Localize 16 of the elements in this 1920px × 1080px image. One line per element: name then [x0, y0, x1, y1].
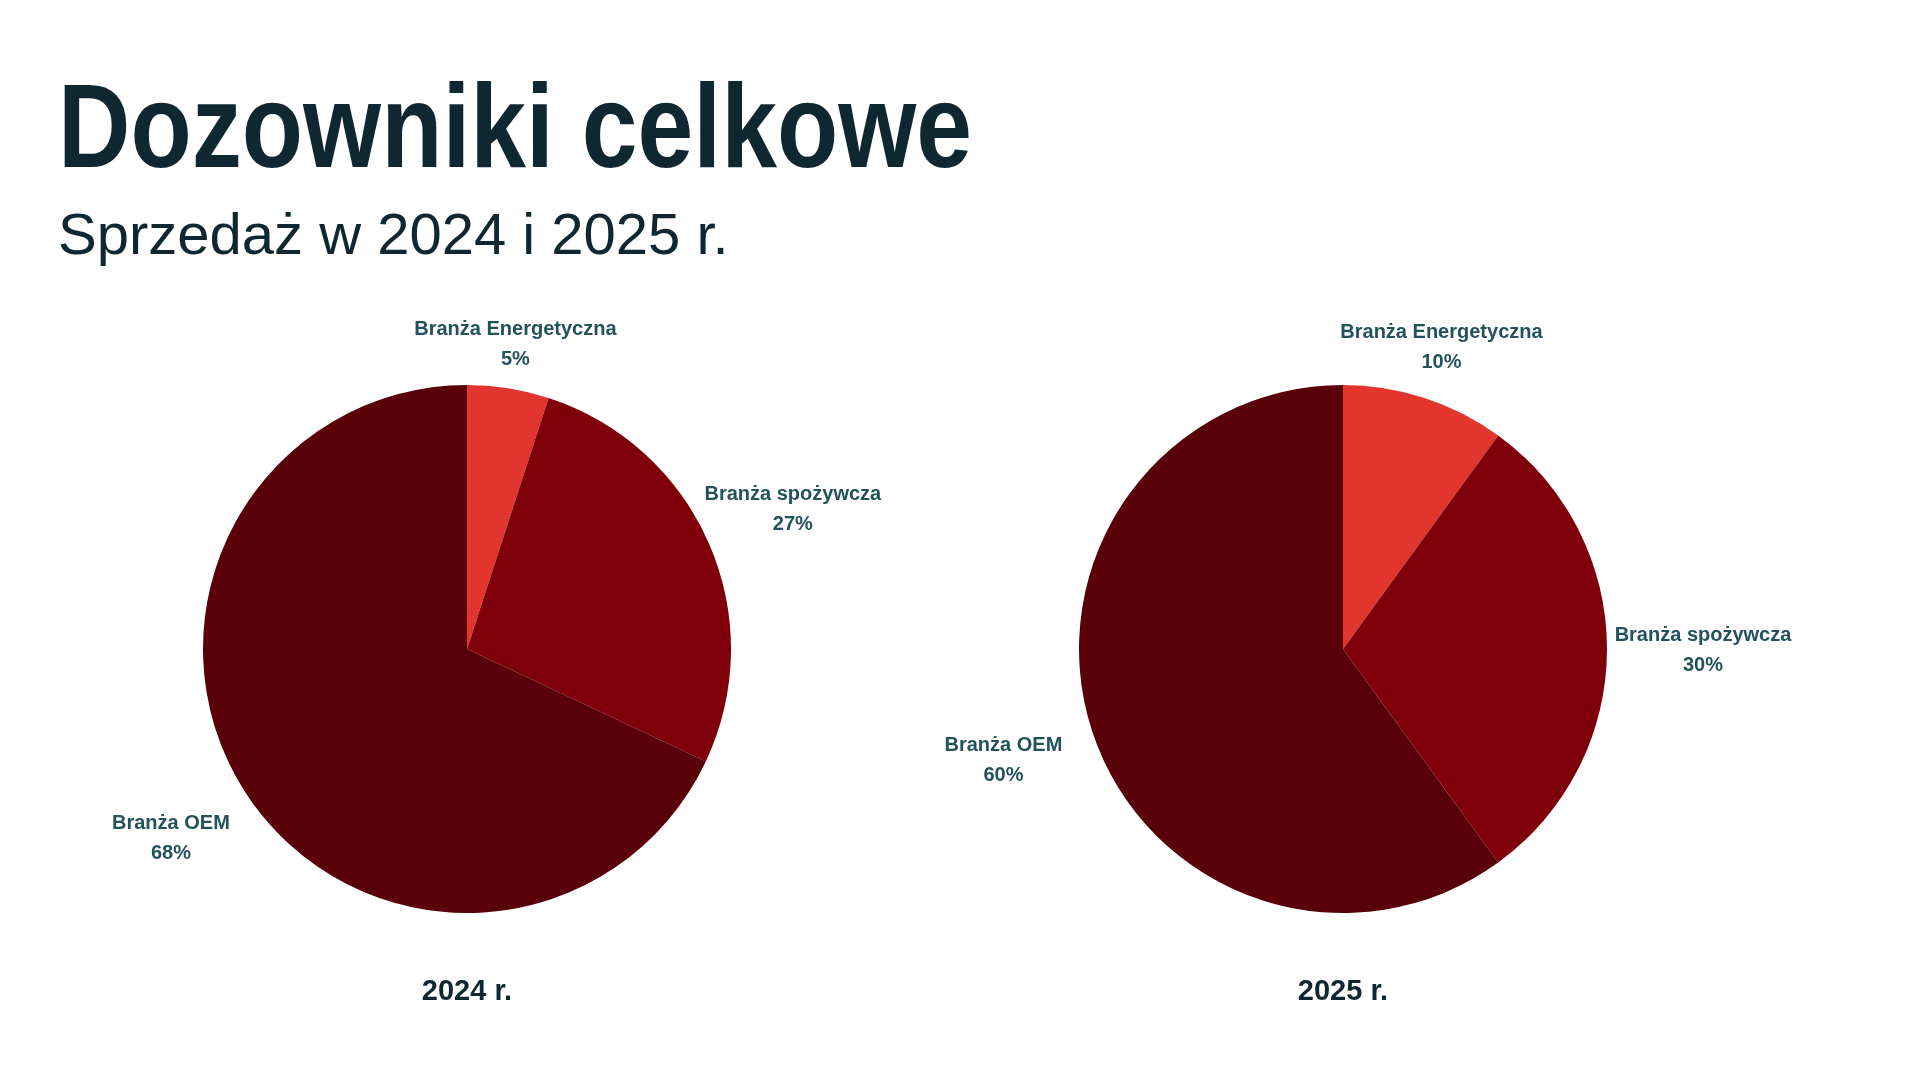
data-label: 68%	[150, 840, 192, 863]
data-label: 10%	[1421, 350, 1462, 373]
slice-label: Branża spożywcza	[704, 481, 883, 504]
slice-label: Branża OEM	[944, 733, 1063, 756]
data-label: 30%	[1682, 653, 1724, 675]
text: 2025 r.	[1297, 974, 1389, 1006]
data-label: 5%	[500, 347, 531, 370]
slice-label: Branża spożywcza	[1614, 623, 1793, 645]
slice-label: Branża Energetyczna	[414, 317, 618, 340]
slice-label: Branża OEM	[112, 810, 230, 833]
chart-subtitle: Sprzedaż w 2024 i 2025 r.	[58, 201, 729, 266]
text: 2024 r.	[421, 974, 513, 1006]
data-label: 27%	[772, 511, 814, 534]
data-label: 60%	[983, 763, 1024, 786]
chart-title: Dozowniki celkowe	[58, 60, 973, 192]
slice-label: Branża Energetyczna	[1340, 320, 1544, 343]
